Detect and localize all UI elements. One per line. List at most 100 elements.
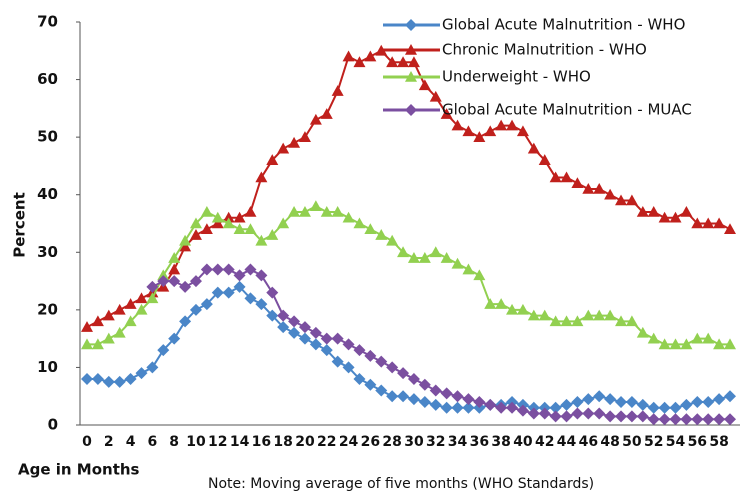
- marker: [157, 344, 170, 357]
- marker: [451, 119, 464, 131]
- marker: [407, 372, 420, 385]
- marker: [582, 182, 595, 194]
- marker: [418, 252, 431, 263]
- marker: [255, 234, 268, 246]
- legend-marker: [405, 104, 417, 116]
- marker: [713, 217, 726, 229]
- marker: [658, 413, 671, 426]
- marker: [364, 223, 377, 235]
- y-tick-label: 60: [37, 70, 58, 88]
- marker: [506, 401, 519, 414]
- marker: [397, 246, 410, 258]
- marker: [484, 398, 497, 411]
- marker: [462, 393, 475, 406]
- marker: [462, 401, 475, 414]
- marker: [331, 205, 344, 217]
- marker: [211, 211, 224, 223]
- marker: [81, 372, 93, 385]
- marker: [407, 393, 420, 406]
- marker: [255, 269, 268, 282]
- marker: [582, 309, 595, 321]
- marker: [102, 309, 115, 321]
- marker: [146, 361, 159, 374]
- marker: [516, 125, 529, 137]
- marker: [615, 315, 628, 327]
- x-tick-label: 20: [295, 434, 315, 450]
- marker: [91, 338, 104, 350]
- marker: [331, 355, 344, 368]
- marker: [560, 171, 573, 183]
- marker: [179, 280, 192, 293]
- x-tick-label: 34: [448, 434, 468, 450]
- marker: [538, 407, 551, 420]
- marker: [277, 217, 290, 229]
- marker: [397, 56, 410, 68]
- marker: [549, 401, 562, 414]
- marker: [647, 401, 660, 414]
- marker: [713, 393, 726, 406]
- marker: [288, 136, 301, 148]
- marker: [658, 401, 671, 414]
- marker: [168, 275, 181, 288]
- x-tick-label: 2: [104, 434, 114, 450]
- marker: [680, 413, 693, 426]
- marker: [560, 398, 573, 411]
- marker: [418, 79, 431, 91]
- marker: [615, 395, 628, 408]
- marker: [538, 154, 551, 165]
- marker: [168, 252, 181, 263]
- marker: [222, 263, 235, 276]
- legend-marker: [405, 44, 417, 55]
- y-tick-label: 30: [37, 243, 58, 261]
- marker: [386, 361, 399, 374]
- marker: [418, 378, 431, 391]
- marker: [582, 407, 595, 420]
- x-tick-label: 32: [426, 434, 445, 450]
- marker: [244, 223, 257, 235]
- y-tick-label: 70: [37, 13, 58, 31]
- marker: [527, 407, 540, 420]
- marker: [353, 56, 366, 68]
- marker: [724, 413, 736, 426]
- marker: [266, 309, 279, 322]
- marker: [636, 326, 649, 338]
- marker: [560, 315, 573, 327]
- marker: [397, 367, 410, 380]
- marker: [440, 387, 453, 400]
- marker: [495, 119, 508, 131]
- marker: [615, 194, 628, 206]
- marker: [233, 269, 246, 282]
- marker: [429, 398, 442, 411]
- marker: [527, 142, 540, 154]
- marker: [451, 401, 464, 414]
- x-tick-label: 40: [513, 434, 533, 450]
- legend-label: Global Acute Malnutrition - MUAC: [442, 101, 692, 119]
- marker: [288, 205, 301, 217]
- y-tick-label: 10: [37, 358, 58, 376]
- x-tick-label: 56: [688, 434, 707, 450]
- marker: [549, 410, 562, 423]
- marker: [222, 286, 235, 299]
- marker: [298, 131, 311, 142]
- x-tick-label: 24: [339, 434, 359, 450]
- x-tick-label: 44: [557, 434, 577, 450]
- x-tick-label: 38: [491, 434, 510, 450]
- marker: [298, 332, 311, 345]
- y-tick-label: 20: [37, 300, 58, 318]
- marker: [179, 234, 192, 246]
- marker: [386, 56, 399, 68]
- marker: [571, 407, 584, 420]
- marker: [124, 298, 137, 309]
- x-axis-label: Age in Months: [18, 461, 140, 479]
- marker: [462, 125, 475, 137]
- marker: [309, 338, 322, 351]
- marker: [440, 252, 453, 263]
- marker: [516, 303, 529, 315]
- marker: [222, 211, 235, 223]
- marker: [331, 85, 344, 96]
- marker: [625, 395, 638, 408]
- marker: [91, 372, 104, 385]
- x-tick-label: 46: [579, 434, 598, 450]
- marker: [549, 315, 562, 327]
- marker: [724, 390, 736, 403]
